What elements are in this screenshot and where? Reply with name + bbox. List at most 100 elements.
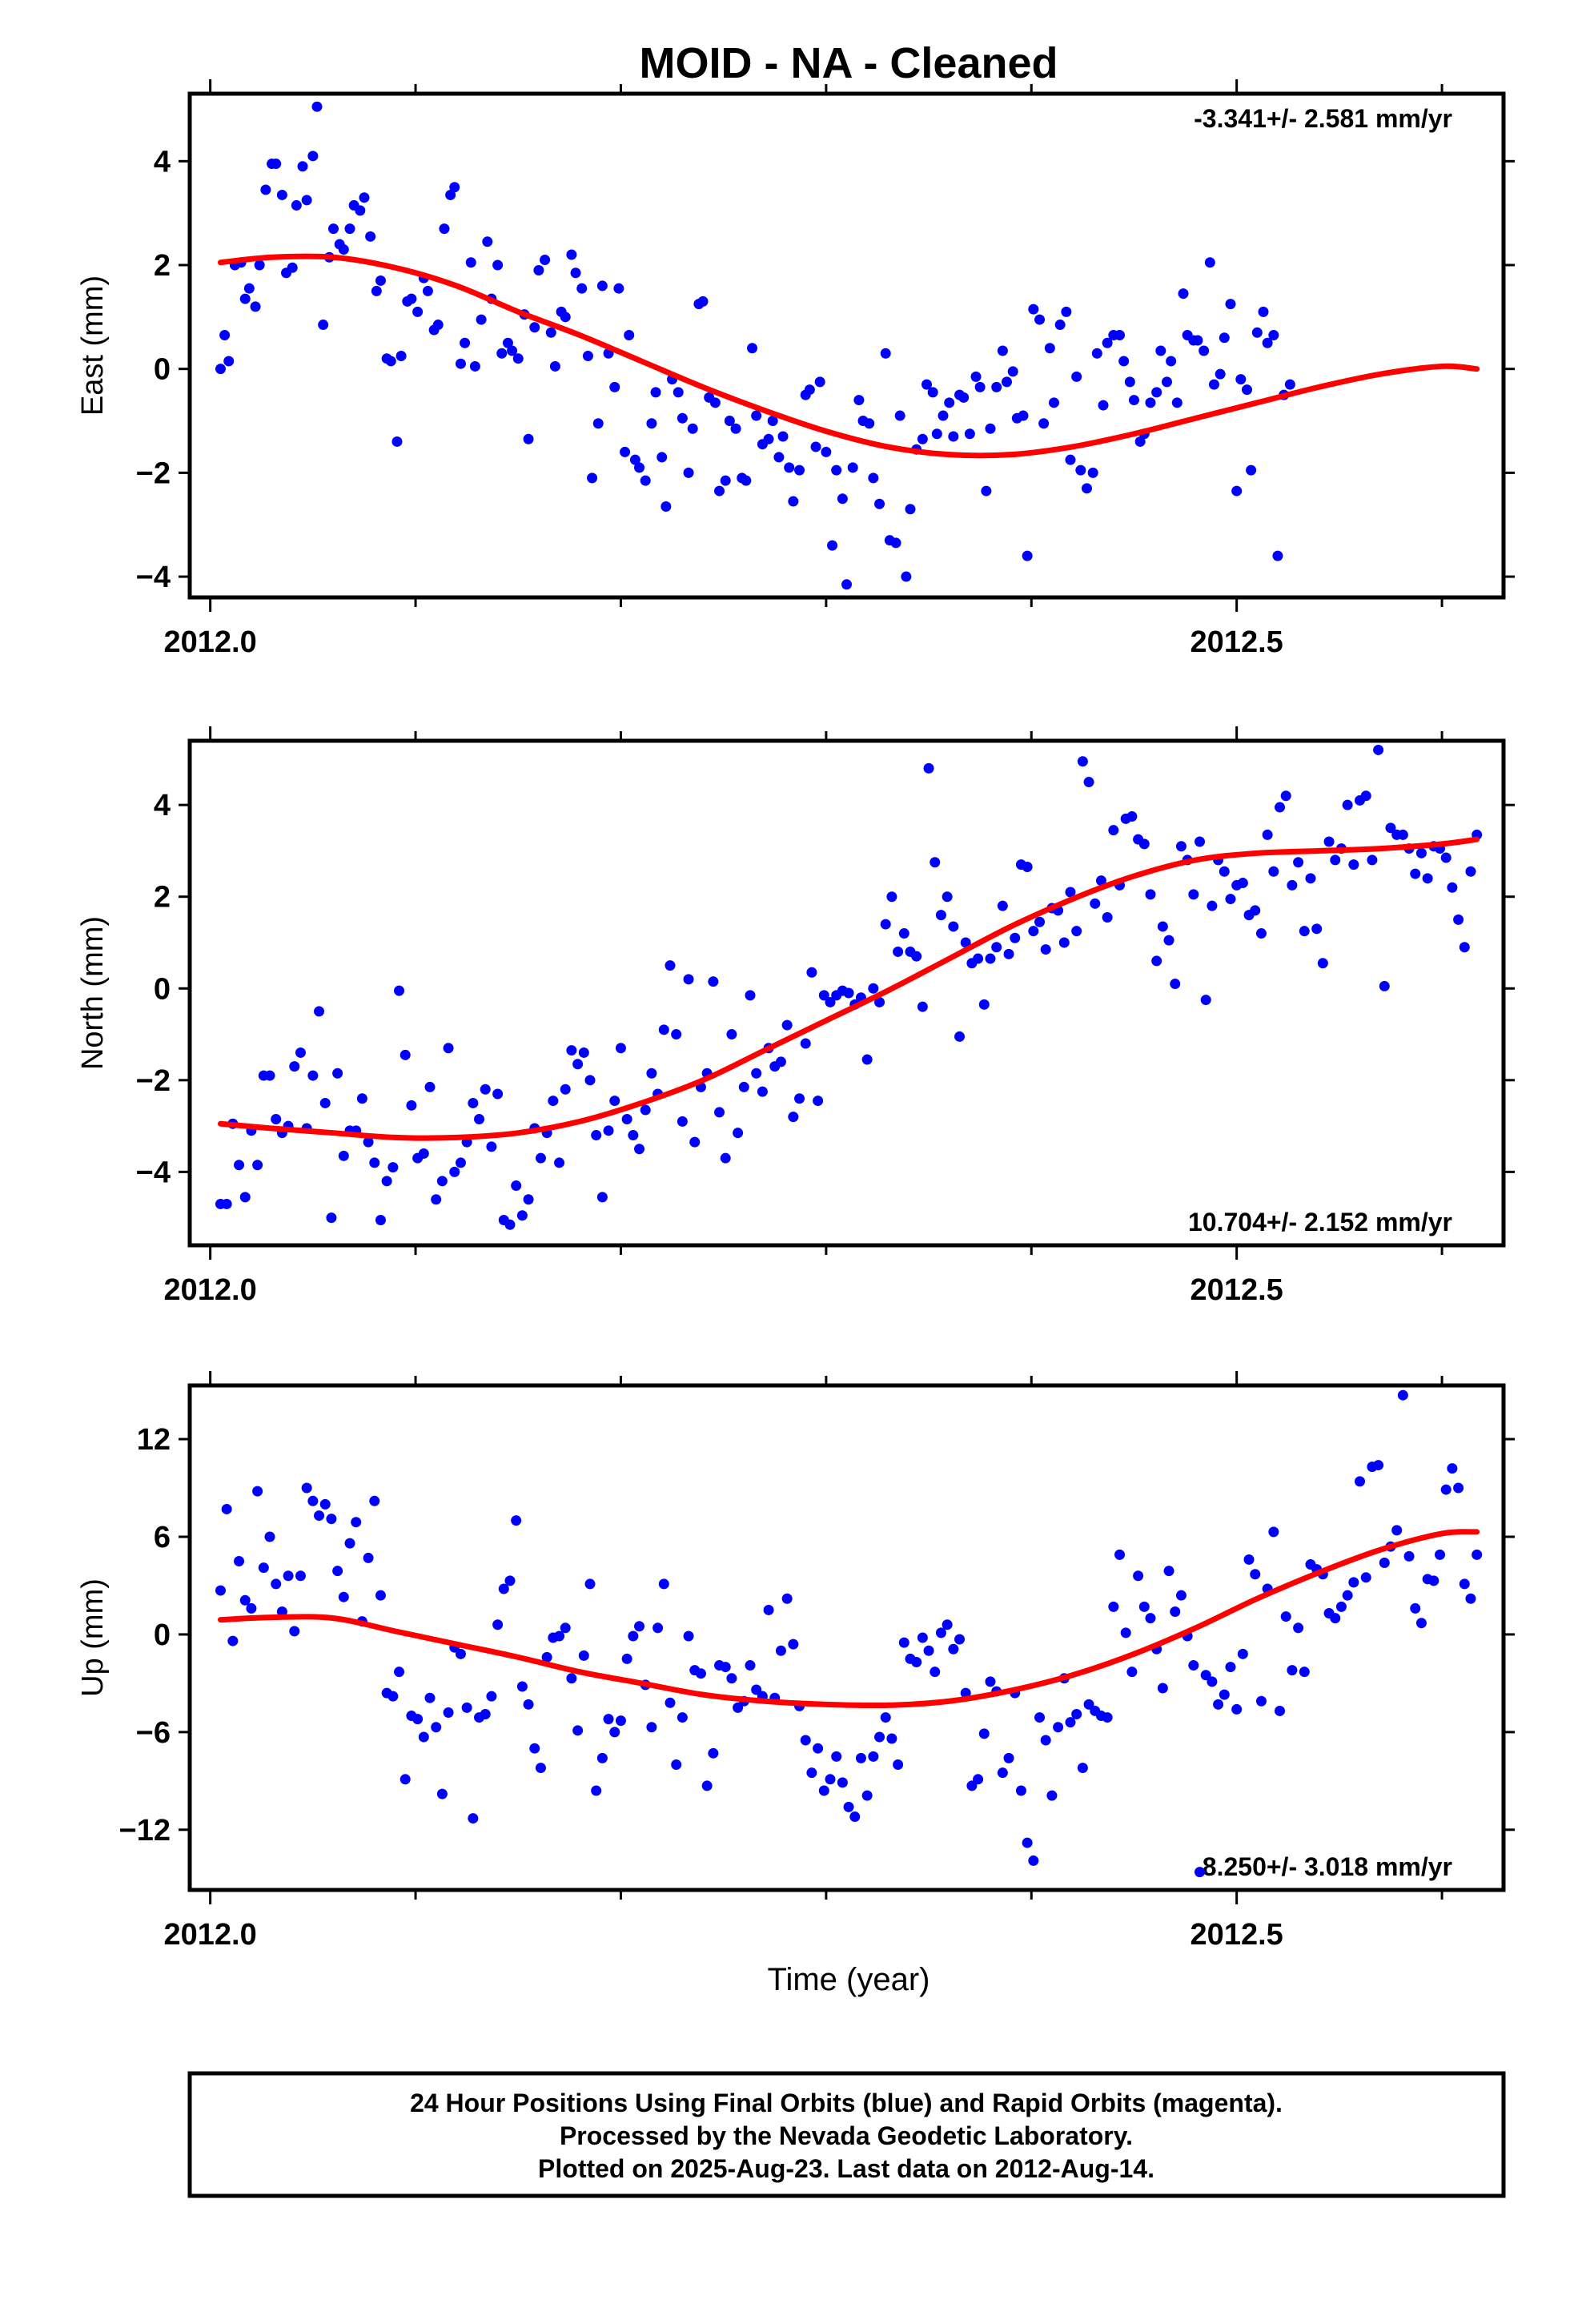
data-point [504, 1219, 516, 1230]
data-point [363, 1552, 374, 1563]
data-point [724, 416, 735, 427]
data-point [763, 1604, 774, 1615]
data-point [560, 312, 571, 323]
data-point [591, 1785, 602, 1796]
data-point [825, 996, 836, 1007]
data-point [985, 423, 996, 434]
data-point [412, 306, 424, 317]
data-point [1124, 376, 1135, 388]
data-point [800, 1735, 811, 1746]
y-tick-label: −12 [119, 1814, 171, 1848]
data-point [523, 1699, 534, 1710]
data-point [276, 1606, 287, 1617]
data-point [356, 1093, 367, 1104]
data-point [301, 1482, 312, 1494]
data-point [1459, 1578, 1470, 1590]
data-point [931, 428, 942, 440]
data-point [923, 1645, 934, 1656]
data-point [784, 462, 795, 473]
data-point [849, 1811, 861, 1823]
data-point [942, 891, 953, 903]
data-point [254, 259, 265, 271]
chart-title: MOID - NA - Cleaned [639, 39, 1058, 87]
data-point [985, 1676, 996, 1687]
y-axis-label: East (mm) [76, 275, 110, 416]
data-point [1379, 980, 1390, 991]
data-point [847, 462, 858, 473]
data-point [1163, 935, 1174, 946]
data-point [781, 1593, 793, 1604]
data-point [1083, 777, 1094, 788]
data-point [1138, 838, 1150, 850]
data-point [628, 1130, 639, 1141]
data-point [997, 345, 1008, 356]
data-point [570, 267, 581, 279]
data-point [634, 1621, 645, 1632]
data-point [596, 1192, 608, 1203]
data-point [1251, 327, 1263, 338]
data-point [344, 223, 355, 235]
data-point [1015, 1785, 1026, 1796]
data-point [646, 1722, 657, 1733]
data-point [1415, 847, 1427, 858]
data-point [344, 1538, 355, 1549]
data-point [1071, 926, 1082, 937]
data-point [788, 496, 799, 507]
data-point [843, 987, 854, 999]
data-point [1157, 1683, 1168, 1694]
data-point [855, 1752, 866, 1763]
data-point [1102, 1712, 1113, 1723]
data-point [751, 1684, 762, 1695]
data-point [319, 1498, 331, 1510]
data-point [1126, 811, 1138, 822]
y-tick-label: 4 [154, 145, 171, 179]
data-point [1385, 822, 1396, 834]
data-point [861, 1054, 873, 1065]
data-point [1054, 320, 1066, 331]
data-point [492, 259, 504, 271]
model-curve [217, 836, 1480, 1141]
data-point [1208, 379, 1219, 390]
data-point [545, 327, 556, 338]
data-point [311, 101, 323, 112]
data-point [1237, 878, 1248, 889]
data-point [730, 423, 741, 434]
data-point [375, 1215, 386, 1225]
data-point [1046, 1790, 1058, 1801]
data-point [1287, 1665, 1298, 1676]
data-point [1367, 854, 1378, 866]
data-point [1077, 1763, 1088, 1774]
data-point [874, 996, 885, 1007]
data-point [1134, 436, 1146, 447]
x-tick-label: 2012.0 [164, 1273, 257, 1307]
data-point [1001, 376, 1012, 388]
data-point [1166, 356, 1177, 367]
data-point [1379, 1558, 1390, 1569]
data-point [301, 195, 312, 206]
data-point [480, 1709, 491, 1720]
data-point [1472, 1549, 1483, 1560]
data-point [1157, 921, 1168, 932]
data-point [981, 485, 992, 497]
data-point [1243, 1554, 1255, 1565]
data-point [369, 1157, 380, 1168]
data-point [1075, 464, 1086, 476]
data-point [338, 1591, 349, 1602]
data-point [1246, 464, 1257, 476]
data-point [701, 1780, 713, 1791]
data-point [1120, 1627, 1131, 1638]
data-point [738, 1081, 749, 1092]
data-point [332, 1566, 343, 1577]
data-point [1415, 1618, 1427, 1629]
data-point [215, 364, 226, 375]
data-point [1284, 379, 1295, 390]
data-point [1048, 397, 1059, 408]
data-point [1151, 387, 1162, 398]
data-point [827, 540, 838, 551]
data-point [861, 1790, 873, 1801]
data-point [400, 1774, 411, 1785]
data-point [369, 1495, 380, 1506]
data-point [566, 249, 577, 260]
data-point [418, 1731, 429, 1743]
data-point [1275, 802, 1286, 813]
